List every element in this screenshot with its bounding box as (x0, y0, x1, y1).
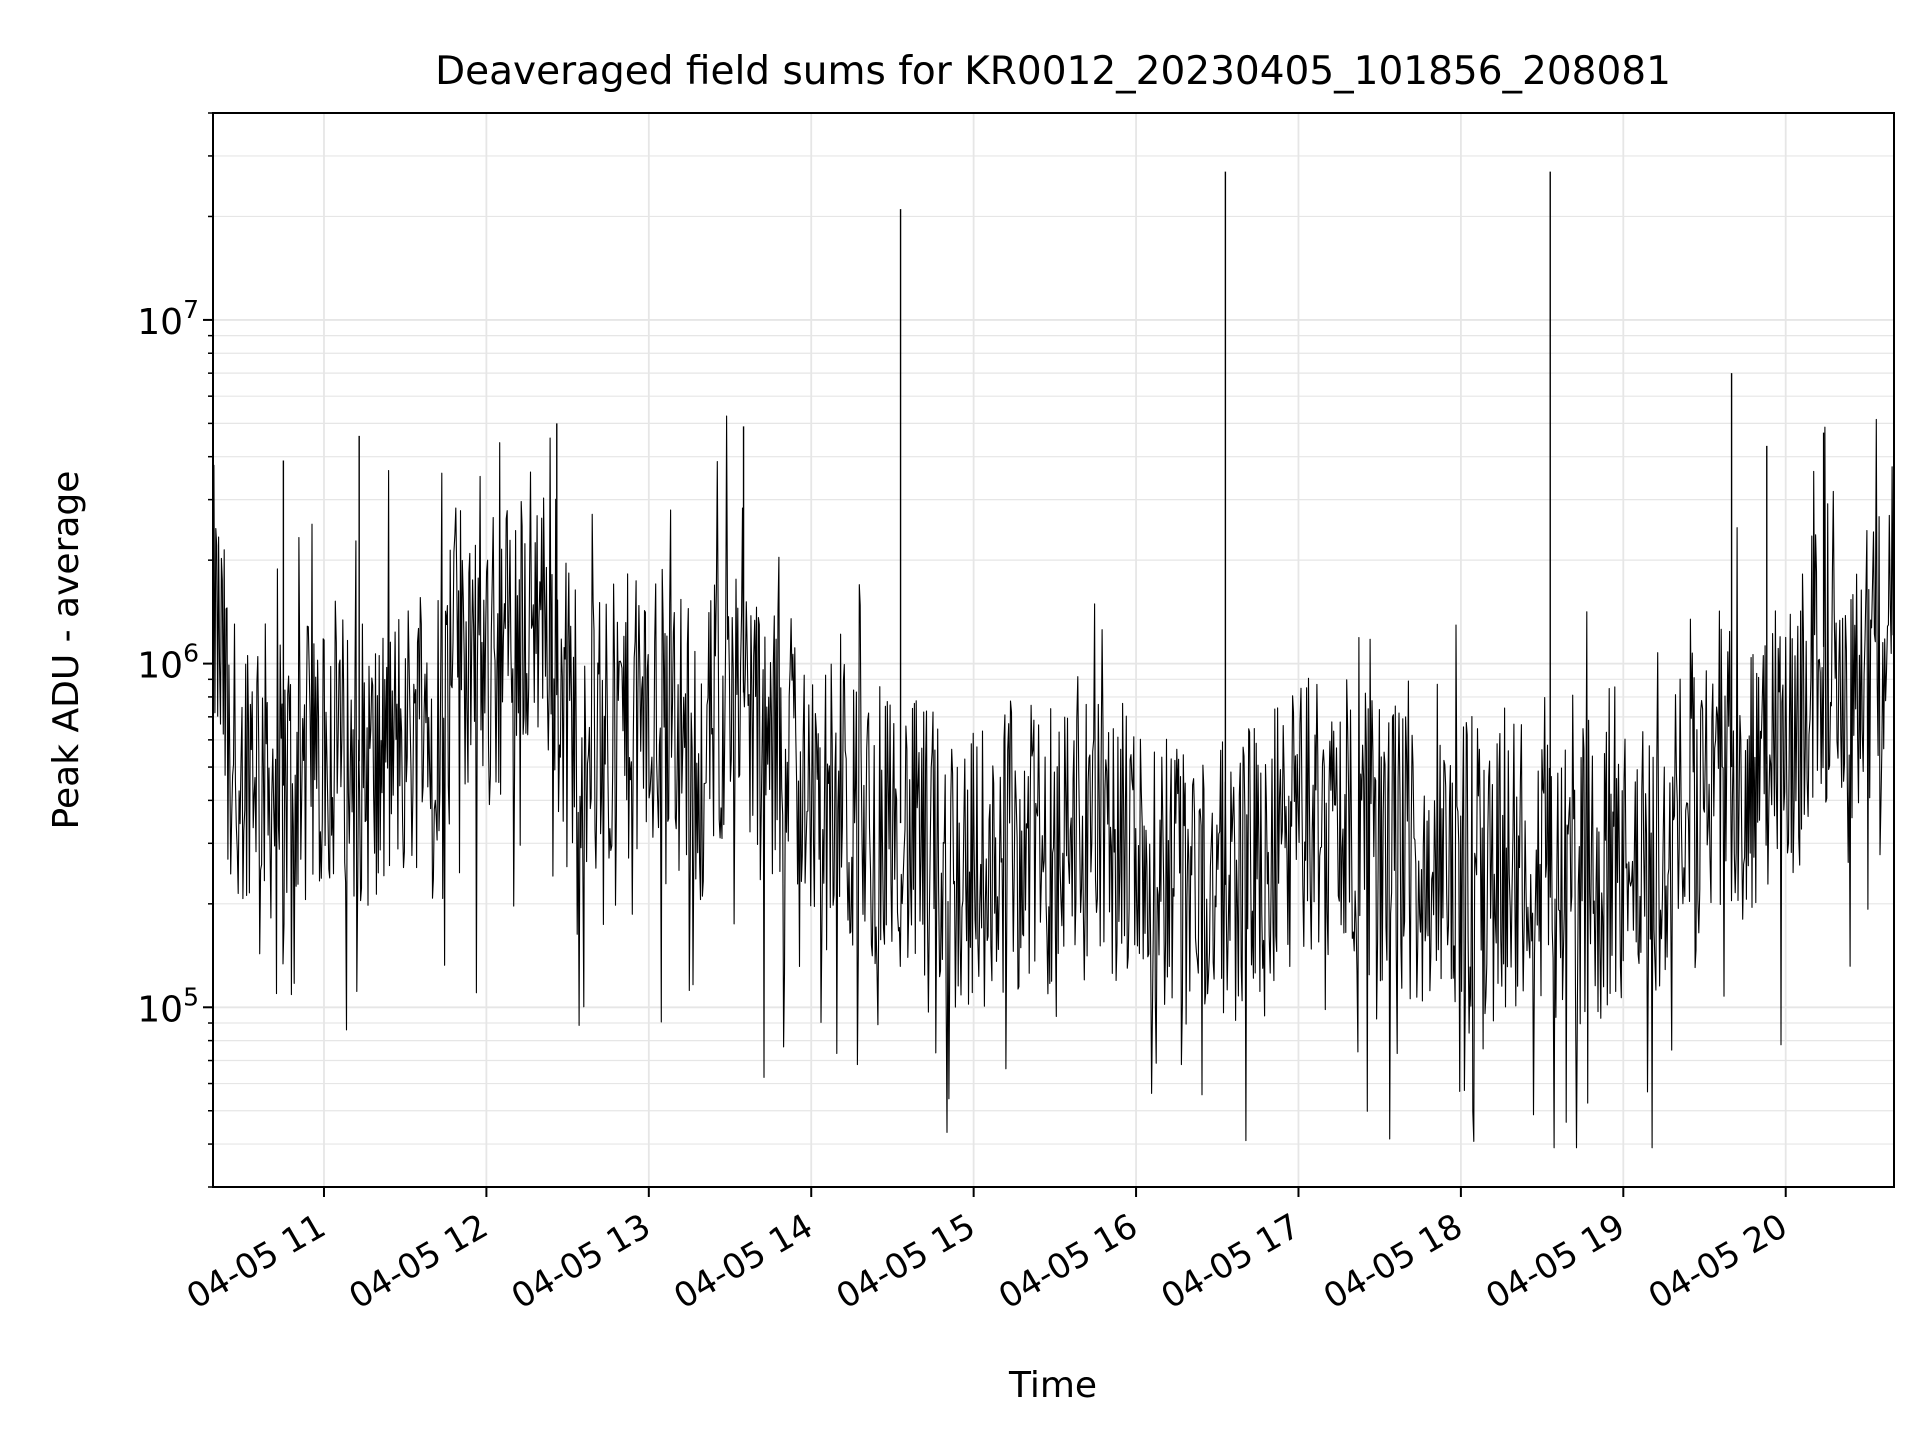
x-tick-label: 04-05 20 (1642, 1206, 1794, 1317)
x-tick-label: 04-05 18 (1317, 1206, 1469, 1317)
x-tick-label: 04-05 19 (1479, 1206, 1631, 1317)
chart-title: Deaveraged field sums for KR0012_2023040… (435, 49, 1671, 94)
y-tick-label: 106 (137, 639, 199, 687)
y-axis: 105 106 107 (137, 112, 213, 1188)
series-line (212, 415, 1895, 1149)
x-tick-label: 04-05 13 (505, 1206, 657, 1317)
x-tick-label: 04-05 12 (343, 1206, 495, 1317)
plot-area-frame (212, 112, 1895, 1188)
x-tick-label: 04-05 16 (992, 1206, 1144, 1317)
x-axis-label: Time (1008, 1365, 1097, 1406)
series-line-group (212, 171, 1895, 1149)
x-axis: 04-05 11 04-05 12 04-05 13 04-05 14 04-05 15… (180, 1187, 1794, 1317)
x-tick-label: 04-05 11 (180, 1206, 332, 1317)
x-tick-label: 04-05 14 (667, 1206, 819, 1317)
y-tick-label: 107 (137, 295, 199, 343)
x-tick-label: 04-05 15 (830, 1206, 982, 1317)
y-axis-label: Peak ADU - average (46, 471, 87, 830)
y-tick-label: 105 (137, 982, 199, 1030)
x-tick-label: 04-05 17 (1155, 1206, 1307, 1317)
grid-lines (213, 112, 1894, 1188)
